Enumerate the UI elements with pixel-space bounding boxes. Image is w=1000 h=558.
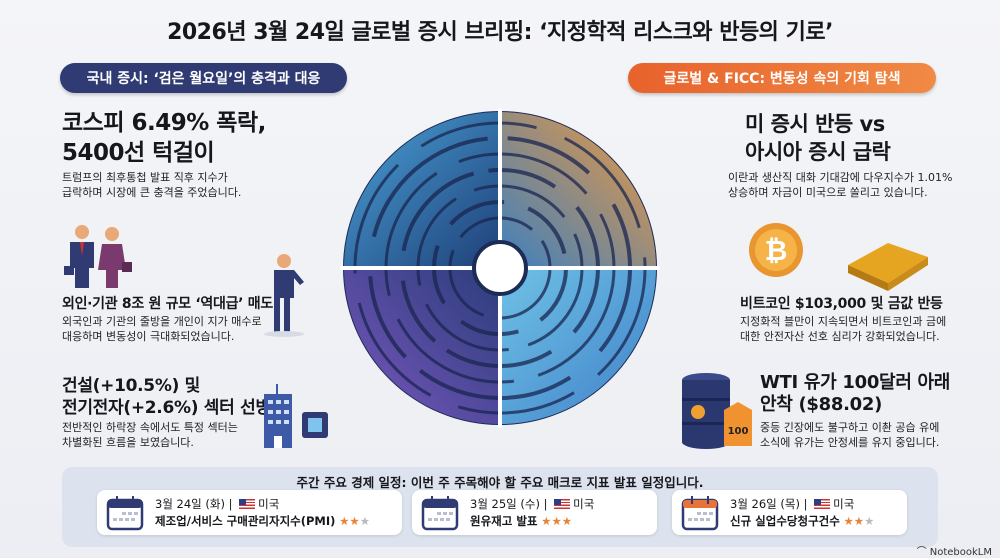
us-flag-icon [814,499,831,509]
kospi-heading: 코스피 6.49% 폭락, 5400선 턱걸이 [62,110,266,166]
event-date: 3월 25일 (수) [470,496,540,511]
schedule-card: 3월 26일 (목) | 미국 신규 실업수당청구건수 ★★★ [672,490,907,535]
businessman-icon [264,254,304,337]
us-flag-icon [239,499,256,509]
bitcoin-gold-body: 지정화적 블만이 지속되면서 비트코인과 금에 대한 안전자산 선호 심리가 강화… [740,315,947,343]
notebooklm-watermark: ⌒ NotebookLM [916,547,992,558]
rating-star-icon: ★ [864,513,875,528]
calendar-icon [421,495,459,530]
oil-barrel-icon: 100 [682,373,752,449]
investors-icon [64,225,132,288]
foreign-selling-heading: 외인·기관 8조 원 규모 ‘역대급’ 매도 [62,296,273,312]
bitcoin-gold-icon: ₿ [749,223,928,291]
foreign-selling-body: 외국인과 기관의 줄방을 개인이 지가 매수로 대응하며 변동성이 극대화되었습니… [62,315,262,343]
bitcoin-gold-heading: 비트코인 $103,000 및 금값 반등 [740,296,943,312]
rating-star-icon: ★ [561,513,573,528]
event-name: 신규 실업수당청구건수 [730,513,840,528]
kospi-body: 트럼프의 최후통첩 발표 직후 지수가 급락하며 시장에 큰 충격을 주었습니다. [62,171,242,199]
building-chip-icon [264,384,328,448]
rating-star-icon: ★ [541,513,552,528]
svg-text:100: 100 [728,426,749,437]
rating-star-icon: ★ [359,513,370,528]
sector-body: 전반적인 하락장 속에서도 특정 섹터는 차별화된 흐름을 보였습니다. [62,421,238,449]
schedule-card: 3월 25일 (수) | 미국 원유재고 발표 ★★★ [412,490,657,535]
wti-body: 중등 긴장에도 불구하고 이촨 공습 유에 소식에 유가는 안정세를 유지 중입니… [760,421,940,449]
event-date: 3월 26일 (목) [730,496,800,511]
event-name: 원유재고 발표 [470,513,538,528]
schedule-title: 주간 주요 경제 일정: 이번 주 주목해야 할 주요 매크로 지표 발표 일정… [296,475,704,490]
sector-heading: 건설(+10.5%) 및 전기전자(+2.6%) 섹터 선방 [62,376,271,418]
schedule-card: 3월 24일 (화) | 미국 제조업/서비스 구매관리자지수(PMI) ★★★ [97,490,402,535]
event-country: 미국 [573,496,595,511]
event-country: 미국 [258,496,280,511]
event-country: 미국 [833,496,855,511]
rating-star-icon: ★ [339,513,350,528]
calendar-icon [681,495,719,530]
rating-star-icon: ★ [843,513,854,528]
rating-star-icon: ★ [551,513,562,528]
domain-section-badge: 국내 증시: ‘검은 월요일’의 충격과 대응 [60,63,347,93]
rating-star-icon: ★ [853,513,865,528]
wti-heading: WTI 유가 100달러 아래 안착 ($88.02) [760,372,951,415]
us-flag-icon [554,499,571,509]
svg-text:₿: ₿ [765,234,788,267]
us-rebound-heading: 미 증시 반등 vs 아시아 증시 급락 [745,112,891,164]
event-date: 3월 24일 (화) [155,496,225,511]
rating-star-icon: ★ [349,513,360,528]
calendar-icon [106,495,144,530]
event-name: 제조업/서비스 구매관리자지수(PMI) [155,513,336,528]
page-title: 2026년 3월 24일 글로벌 증시 브리핑: ‘지정학적 리스크와 반등의 … [167,20,833,45]
global-section-badge: 글로벌 & FICC: 변동성 속의 기회 탐색 [628,63,936,93]
us-rebound-body: 이란과 생산직 대화 기대감에 다우지수가 1.01% 상승하며 자금이 미국으로… [728,171,953,199]
market-disc-graphic [340,108,660,428]
